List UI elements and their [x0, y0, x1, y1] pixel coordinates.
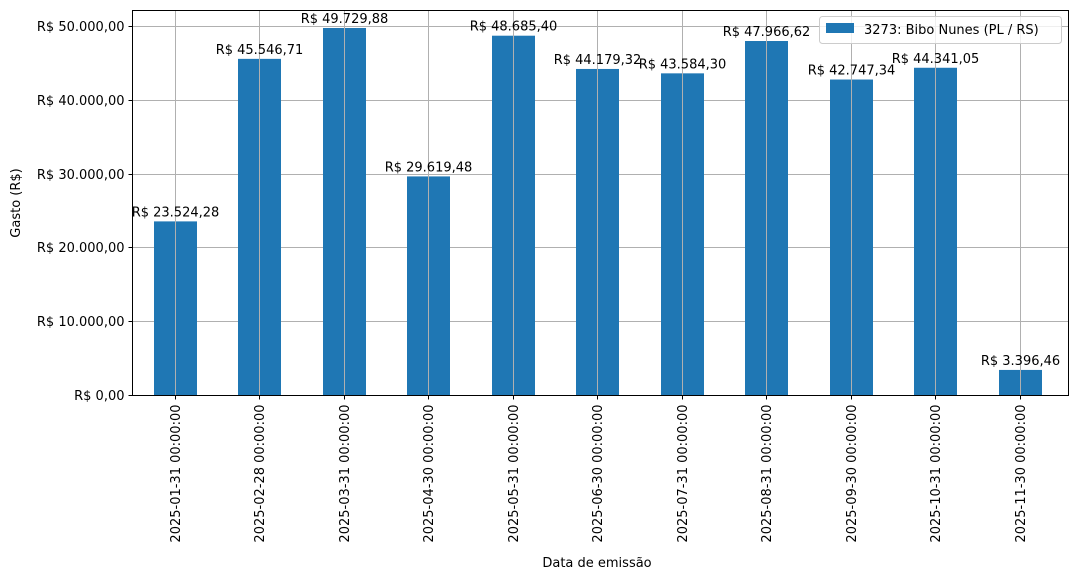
y-tick-label: R$ 10.000,00: [37, 315, 125, 330]
x-tick-label: 2025-01-31 00:00:00: [169, 405, 184, 543]
x-tick-label: 2025-07-31 00:00:00: [676, 405, 691, 543]
x-tick-label: 2025-04-30 00:00:00: [422, 405, 437, 543]
y-tick-label: R$ 30.000,00: [37, 168, 125, 183]
x-axis-ticks: 2025-01-31 00:00:00 2025-02-28 00:00:00 20…: [169, 395, 1029, 543]
bar-value-label: R$ 42.747,34: [808, 64, 896, 79]
x-tick-label: 2025-10-31 00:00:00: [929, 405, 944, 543]
bar-value-label: R$ 45.546,71: [216, 43, 304, 58]
x-tick-label: 2025-06-30 00:00:00: [591, 405, 606, 543]
y-axis-ticks: R$ 0,00 R$ 10.000,00 R$ 20.000,00 R$ 30.000…: [37, 20, 133, 404]
x-axis-label: Data de emissão: [542, 556, 651, 571]
bar-value-label: R$ 44.341,05: [892, 52, 980, 67]
legend: 3273: Bibo Nunes (PL / RS): [819, 16, 1062, 44]
legend-swatch: [826, 23, 854, 33]
bar-value-label: R$ 47.966,62: [723, 25, 811, 40]
x-tick-label: 2025-09-30 00:00:00: [845, 405, 860, 543]
x-tick-label: 2025-08-31 00:00:00: [760, 405, 775, 543]
legend-frame: [819, 16, 1062, 44]
x-tick-label: 2025-02-28 00:00:00: [253, 405, 268, 543]
x-tick-label: 2025-11-30 00:00:00: [1014, 405, 1029, 543]
bar-value-label: R$ 3.396,46: [981, 354, 1060, 369]
bar-value-label: R$ 23.524,28: [132, 205, 220, 220]
y-axis-label: Gasto (R$): [9, 168, 24, 237]
bar-value-labels: R$ 23.524,28 R$ 45.546,71 R$ 49.729,88 R$ 2…: [132, 10, 1060, 396]
bar-value-label: R$ 44.179,32: [554, 53, 642, 68]
bar-value-label: R$ 43.584,30: [639, 57, 727, 72]
y-tick-label: R$ 20.000,00: [37, 241, 125, 256]
y-tick-label: R$ 0,00: [74, 389, 124, 404]
bar-value-label: R$ 29.619,48: [385, 160, 473, 175]
y-tick-label: R$ 50.000,00: [37, 20, 125, 35]
x-tick-label: 2025-03-31 00:00:00: [338, 405, 353, 543]
legend-label: 3273: Bibo Nunes (PL / RS): [864, 23, 1039, 38]
x-tick-label: 2025-05-31 00:00:00: [507, 405, 522, 543]
bar-value-label: R$ 49.729,88: [301, 12, 389, 27]
y-tick-label: R$ 40.000,00: [37, 94, 125, 109]
plot-area-frame: [132, 10, 1069, 396]
bar-value-label: R$ 48.685,40: [470, 20, 558, 35]
